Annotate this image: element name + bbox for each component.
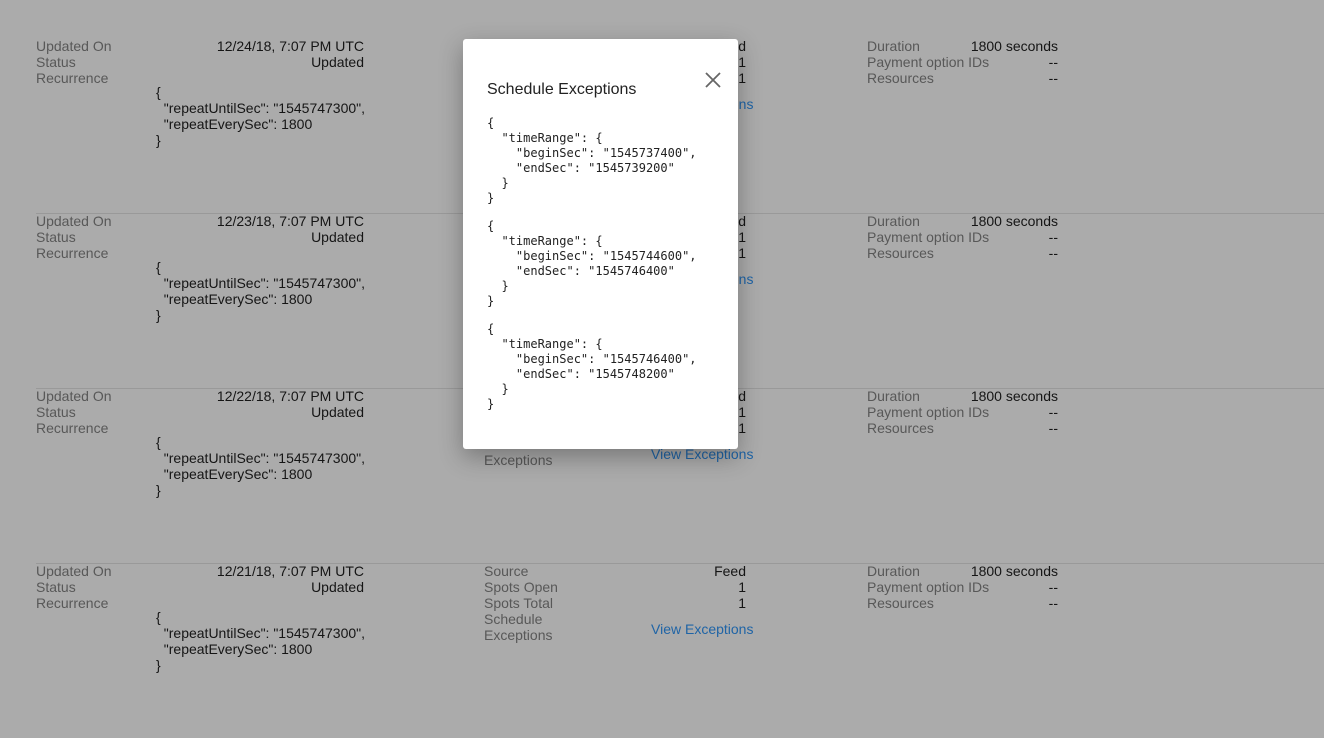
source-value: Feed [714, 563, 746, 579]
label-schedule-exceptions: Schedule Exceptions [484, 611, 553, 643]
field-labels: Updated On Status Recurrence [36, 213, 186, 261]
field-labels: Updated On Status Recurrence [36, 388, 186, 436]
exception-json: { "timeRange": { "beginSec": "1545737400… [487, 116, 697, 205]
label-duration: Duration [867, 213, 920, 229]
label-payment-option-ids: Payment option IDs [867, 229, 990, 245]
status-value: Updated [311, 229, 364, 245]
label-duration: Duration [867, 388, 920, 404]
status-value: Updated [311, 54, 364, 70]
field-labels: Duration Payment option IDs Resources [867, 38, 1007, 86]
label-payment-option-ids: Payment option IDs [867, 579, 990, 595]
duration-value: 1800 seconds [970, 563, 1058, 579]
label-updated-on: Updated On [36, 213, 112, 229]
label-spots-open: Spots Open [484, 579, 558, 595]
spots-open-value: 1 [738, 579, 746, 595]
spots-open-value: 1 [738, 229, 746, 245]
record-row: Updated On Status Recurrence 12/22/18, 7… [36, 388, 1324, 564]
updated-on-value: 12/23/18, 7:07 PM UTC [216, 213, 364, 229]
view-exceptions-link[interactable]: View Exceptions [651, 621, 754, 637]
payment-option-ids-value: -- [1048, 579, 1058, 595]
label-updated-on: Updated On [36, 563, 112, 579]
label-updated-on: Updated On [36, 38, 112, 54]
resources-value: -- [1048, 70, 1058, 86]
label-updated-on: Updated On [36, 388, 112, 404]
label-payment-option-ids: Payment option IDs [867, 404, 990, 420]
field-labels: Updated On Status Recurrence [36, 563, 186, 611]
label-status: Status [36, 404, 76, 420]
label-resources: Resources [867, 245, 934, 261]
spots-total-value: 1 [738, 420, 746, 436]
recurrence-json: { "repeatUntilSec": "1545747300", "repea… [156, 609, 366, 673]
spots-total-value: 1 [738, 595, 746, 611]
updated-on-value: 12/21/18, 7:07 PM UTC [216, 563, 364, 579]
label-status: Status [36, 229, 76, 245]
label-resources: Resources [867, 420, 934, 436]
spots-open-value: 1 [738, 404, 746, 420]
label-status: Status [36, 54, 76, 70]
label-duration: Duration [867, 563, 920, 579]
label-spots-total: Spots Total [484, 595, 554, 611]
record-row: Updated On Status Recurrence 12/21/18, 7… [36, 563, 1324, 738]
schedule-exceptions-dialog: Schedule Exceptions { "timeRange": { "be… [463, 39, 738, 449]
label-resources: Resources [867, 595, 934, 611]
label-source: Source [484, 563, 529, 579]
label-recurrence: Recurrence [36, 245, 109, 261]
label-recurrence: Recurrence [36, 595, 109, 611]
status-value: Updated [311, 579, 364, 595]
exception-json: { "timeRange": { "beginSec": "1545744600… [487, 219, 697, 308]
dialog-title: Schedule Exceptions [487, 81, 637, 98]
recurrence-json: { "repeatUntilSec": "1545747300", "repea… [156, 84, 366, 148]
duration-value: 1800 seconds [970, 213, 1058, 229]
label-recurrence: Recurrence [36, 420, 109, 436]
duration-value: 1800 seconds [970, 38, 1058, 54]
field-labels: Duration Payment option IDs Resources [867, 563, 1007, 611]
exception-json: { "timeRange": { "beginSec": "1545746400… [487, 322, 697, 411]
spots-open-value: 1 [738, 54, 746, 70]
view-exceptions-link[interactable]: View Exceptions [651, 446, 754, 462]
field-labels: Duration Payment option IDs Resources [867, 388, 1007, 436]
field-labels: Updated On Status Recurrence [36, 38, 186, 86]
label-duration: Duration [867, 38, 920, 54]
payment-option-ids-value: -- [1048, 54, 1058, 70]
label-status: Status [36, 579, 76, 595]
resources-value: -- [1048, 595, 1058, 611]
payment-option-ids-value: -- [1048, 229, 1058, 245]
label-resources: Resources [867, 70, 934, 86]
close-icon[interactable] [704, 71, 722, 89]
resources-value: -- [1048, 245, 1058, 261]
updated-on-value: 12/24/18, 7:07 PM UTC [216, 38, 364, 54]
label-recurrence: Recurrence [36, 70, 109, 86]
duration-value: 1800 seconds [970, 388, 1058, 404]
recurrence-json: { "repeatUntilSec": "1545747300", "repea… [156, 259, 366, 323]
status-value: Updated [311, 404, 364, 420]
field-labels: Duration Payment option IDs Resources [867, 213, 1007, 261]
updated-on-value: 12/22/18, 7:07 PM UTC [216, 388, 364, 404]
label-payment-option-ids: Payment option IDs [867, 54, 990, 70]
payment-option-ids-value: -- [1048, 404, 1058, 420]
resources-value: -- [1048, 420, 1058, 436]
recurrence-json: { "repeatUntilSec": "1545747300", "repea… [156, 434, 366, 498]
spots-total-value: 1 [738, 245, 746, 261]
spots-total-value: 1 [738, 70, 746, 86]
field-labels: Source Spots Open Spots Total Schedule E… [484, 563, 604, 643]
